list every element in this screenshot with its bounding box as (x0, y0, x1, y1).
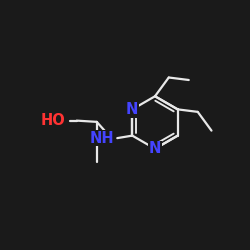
Text: NH: NH (90, 130, 114, 146)
Text: N: N (126, 102, 138, 117)
Text: N: N (149, 141, 161, 156)
Text: HO: HO (41, 113, 66, 128)
